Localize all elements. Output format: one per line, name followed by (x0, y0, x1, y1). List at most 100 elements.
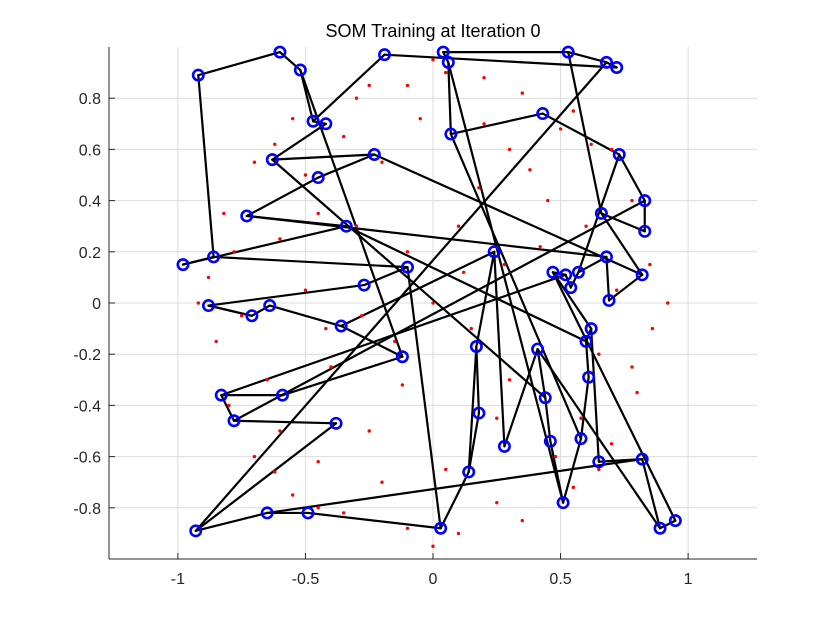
neuron-connection (564, 273, 572, 289)
neuron-connection (207, 283, 366, 307)
som-neuron (334, 319, 348, 333)
neuron-connection (569, 271, 580, 289)
som-neuron (301, 506, 315, 520)
y-tick-label: 0.6 (79, 142, 101, 159)
neuron-connection (271, 122, 327, 161)
data-point (635, 390, 639, 395)
data-point (239, 314, 244, 318)
data-point (303, 173, 308, 177)
neuron-connection (232, 199, 646, 422)
data-point (303, 288, 308, 292)
som-neuron (543, 434, 557, 448)
neuron-connection (579, 376, 590, 440)
som-neuron (599, 55, 613, 69)
som-neuron (189, 524, 203, 538)
neuron-connection (567, 51, 603, 215)
neuron-connection (250, 304, 271, 317)
som-neuron (592, 455, 606, 469)
som-neuron (584, 322, 598, 336)
data-point (400, 383, 405, 387)
data-point (273, 470, 277, 474)
data-point (558, 127, 563, 131)
data-point (405, 526, 410, 530)
data-point (597, 467, 601, 472)
data-point (431, 58, 435, 62)
som-neuron (434, 521, 448, 535)
neuron-connection (562, 437, 583, 504)
neuron-connection (383, 53, 618, 69)
y-tick-label: 0.8 (79, 91, 101, 108)
neuron-connection (600, 212, 644, 276)
neuron-connection (641, 458, 662, 530)
neuron-connection (467, 345, 478, 474)
data-point (579, 416, 583, 420)
data-point (546, 198, 550, 203)
data-point (502, 262, 507, 267)
data-point (214, 339, 218, 344)
data-point (648, 262, 652, 267)
som-neuron (293, 63, 307, 77)
som-neuron (367, 148, 381, 162)
data-point (196, 301, 200, 305)
som-neuron (378, 48, 392, 62)
data-point (609, 147, 614, 152)
som-neuron (653, 521, 667, 535)
data-point (290, 116, 295, 121)
x-tick-label: 0 (429, 571, 438, 588)
som-neuron (319, 117, 333, 131)
data-point (630, 198, 634, 203)
neuron-connection (340, 324, 404, 358)
som-neuron (260, 506, 274, 520)
data-point (477, 186, 481, 190)
som-neuron (638, 224, 652, 238)
data-point (380, 480, 384, 484)
data-point (290, 493, 295, 497)
data-point (666, 301, 670, 305)
data-point (461, 270, 466, 274)
data-point (354, 96, 359, 100)
neuron-connection (194, 422, 338, 532)
data-point (342, 511, 346, 515)
neuron-connection (340, 250, 496, 328)
y-tick-label: -0.4 (73, 398, 101, 415)
data-point (342, 134, 346, 139)
som-neuron (201, 299, 215, 313)
y-tick-label: 0.2 (79, 245, 101, 262)
neuron-connection (551, 271, 567, 276)
data-point (227, 403, 231, 408)
data-point (609, 442, 614, 446)
chart-title: SOM Training at Iteration 0 (325, 21, 540, 41)
neuron-connection (567, 51, 608, 64)
neuron-connection (281, 355, 404, 397)
x-tick-label: 0.5 (549, 571, 571, 588)
som-neuron (176, 258, 190, 272)
axes (108, 47, 757, 560)
som-neuron (559, 268, 573, 282)
data-point (456, 531, 461, 536)
neuron-connection (618, 153, 646, 202)
som-neuron (635, 268, 649, 282)
data-point (431, 301, 435, 305)
som-neuron (357, 278, 371, 292)
neuron-connection (551, 271, 593, 330)
som-neuron (245, 309, 259, 323)
data-point (571, 485, 576, 490)
neuron-connection (493, 250, 506, 448)
data-point (232, 250, 236, 254)
som-neuron (444, 127, 458, 141)
som-neuron (207, 250, 221, 264)
neuron-connection (212, 255, 409, 269)
data-point (278, 429, 282, 433)
data-point (273, 142, 277, 146)
som-neuron (612, 148, 626, 162)
neuron-connection (232, 419, 338, 425)
som-neuron (487, 245, 501, 259)
data-point (553, 454, 558, 459)
neuron-connection (207, 304, 253, 317)
neuron-connection (536, 347, 547, 399)
y-tick-label: 0 (92, 296, 101, 313)
data-point (584, 224, 588, 228)
neuron-connection (271, 153, 376, 161)
neuron-connection (373, 153, 644, 276)
neuron-connection (658, 519, 677, 530)
